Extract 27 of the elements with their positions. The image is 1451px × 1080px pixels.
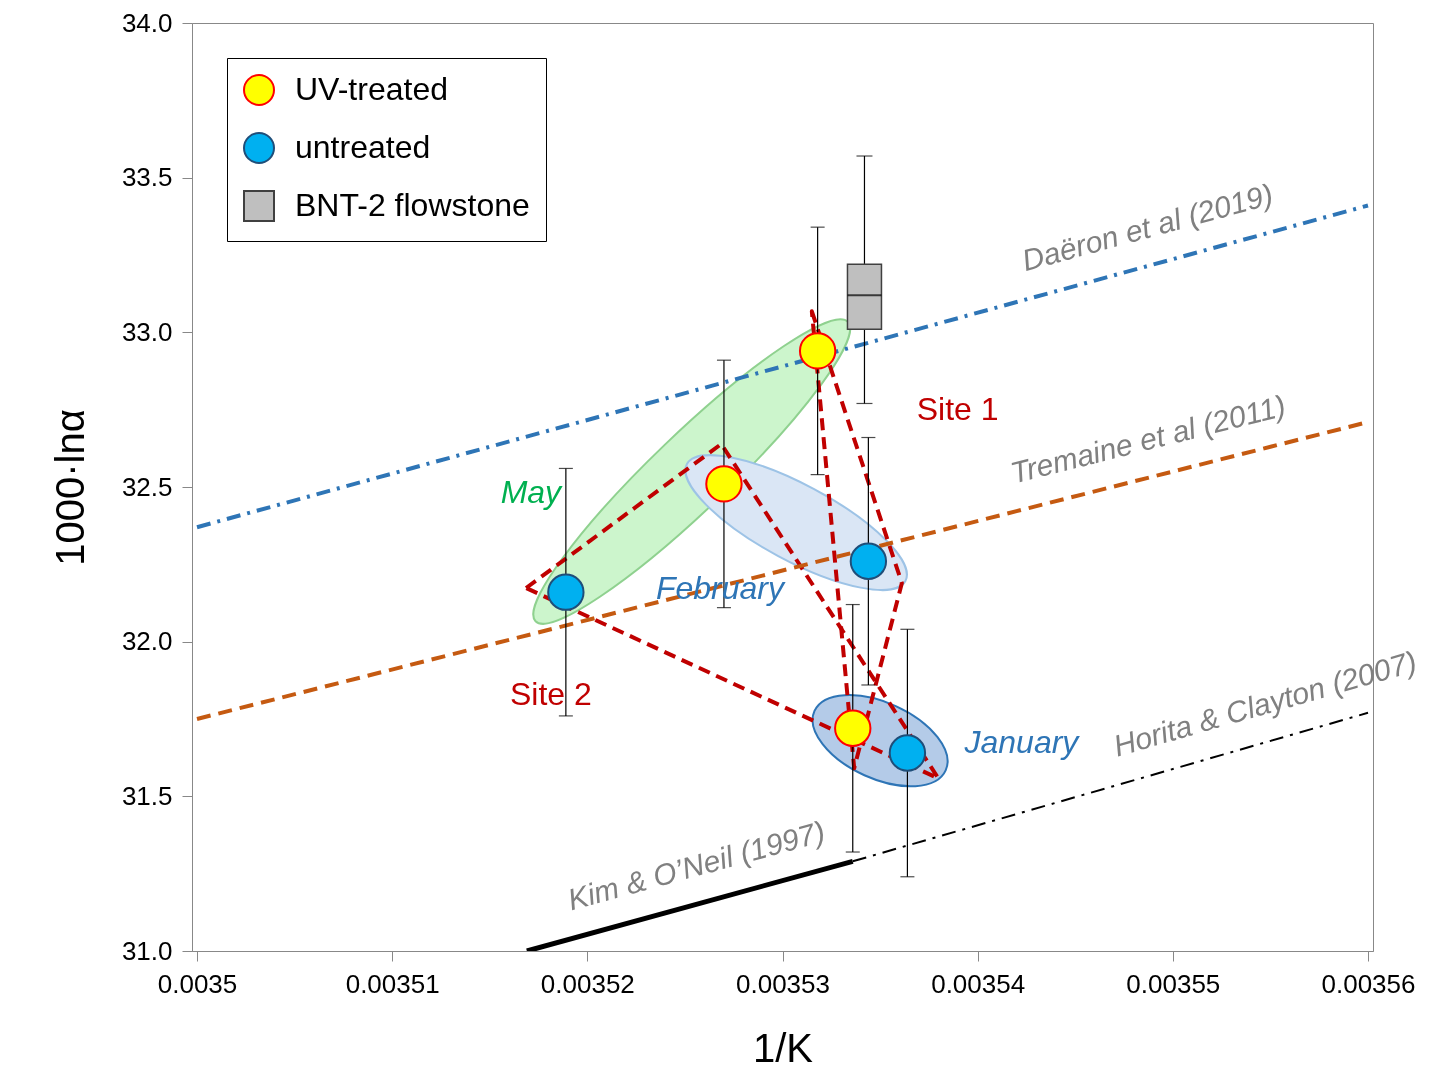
y-tick-label: 34.0	[121, 7, 173, 38]
x-tick-label: 0.00356	[1321, 968, 1416, 999]
annotation: Site 2	[509, 676, 592, 713]
annotation: January	[963, 724, 1081, 761]
legend-label: UV-treated	[295, 71, 448, 107]
y-tick-label: 32.5	[121, 471, 173, 502]
y-tick-label: 33.0	[121, 316, 173, 347]
legend-label: untreated	[295, 129, 431, 165]
x-tick-label: 0.00354	[931, 968, 1026, 999]
y-tick-label: 32.0	[121, 626, 173, 657]
annotation: Site 1	[916, 390, 999, 427]
text: Tremaine et al (2011)	[1007, 388, 1290, 490]
x-tick-label: 0.00352	[540, 968, 635, 999]
annotation: May	[500, 474, 564, 511]
y-tick-label: 33.5	[121, 162, 173, 193]
y-tick-label: 31.0	[121, 935, 173, 966]
legend-label: BNT-2 flowstone	[295, 187, 530, 223]
text: Horita & Clayton (2007)	[1109, 644, 1421, 763]
x-tick-label: 0.00355	[1126, 968, 1221, 999]
text: Kim & O’Neil (1997)	[564, 814, 829, 917]
x-tick-label: 0.0035	[157, 968, 238, 999]
y-axis-title: 1000·lnα	[47, 409, 92, 566]
x-axis-title: 1/K	[752, 1025, 814, 1070]
text: Daëron et al (2019)	[1018, 177, 1277, 278]
y-tick-label: 31.5	[121, 780, 173, 811]
x-tick-label: 0.00353	[736, 968, 830, 999]
x-tick-label: 0.00351	[345, 968, 440, 999]
